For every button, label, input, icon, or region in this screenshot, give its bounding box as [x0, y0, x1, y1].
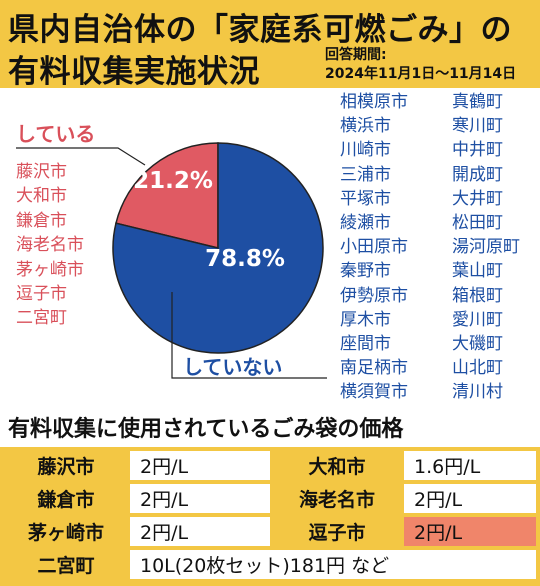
no-annotation-label: していない: [183, 355, 283, 379]
no-municipality: 三浦市: [340, 164, 391, 185]
no-municipality: 寒川町: [452, 116, 503, 137]
no-municipality: 松田町: [452, 213, 503, 234]
no-municipality: 伊勢原市: [340, 285, 408, 306]
no-municipality-list-2: 真鶴町 寒川町 中井町 開成町 大井町 松田町 湯河原町 葉山町 箱根町 愛川町…: [452, 90, 520, 405]
yes-municipality-list: 藤沢市 大和市 鎌倉市 海老名市 茅ヶ崎市 逗子市 二宮町: [16, 160, 84, 331]
no-municipality: 中井町: [452, 140, 503, 161]
price-city: 鎌倉市: [37, 489, 95, 511]
no-municipality: 箱根町: [452, 285, 503, 306]
yes-municipality: 海老名市: [16, 235, 84, 256]
no-municipality: 座間市: [340, 334, 391, 355]
price-table-title: 有料収集に使用されているごみ袋の価格: [8, 417, 404, 442]
price-value: 2円/L: [404, 484, 536, 513]
no-municipality: 山北町: [452, 358, 503, 379]
price-value-wide: 10L(20枚セット)181円 など: [130, 550, 536, 579]
no-municipality: 綾瀬市: [340, 213, 391, 234]
no-municipality: 大磯町: [452, 334, 503, 355]
no-municipality-list-1: 相模原市 横浜市 川崎市 三浦市 平塚市 綾瀬市 小田原市 秦野市 伊勢原市 厚…: [340, 90, 408, 405]
yes-municipality: 大和市: [16, 186, 67, 207]
price-city: 逗子市: [308, 522, 366, 544]
price-city: 大和市: [308, 456, 366, 478]
no-municipality: 大井町: [452, 188, 503, 209]
no-municipality: 清川村: [452, 382, 503, 403]
price-value: 2円/L: [130, 451, 270, 480]
no-municipality: 相模原市: [340, 92, 408, 112]
price-table: 藤沢市 2円/L 大和市 1.6円/L 鎌倉市 2円/L 海老名市 2円/L 茅…: [0, 447, 540, 586]
no-municipality: 葉山町: [452, 261, 503, 282]
pie-slice-no: [112, 142, 324, 354]
yes-municipality: 逗子市: [16, 284, 67, 305]
no-municipality: 開成町: [452, 164, 503, 185]
price-city: 藤沢市: [37, 456, 95, 478]
yes-annotation-label: している: [16, 122, 96, 146]
no-municipality: 愛川町: [452, 309, 503, 330]
period-range: 2024年11月1日〜11月14日: [325, 66, 517, 82]
price-city: 海老名市: [298, 489, 375, 511]
no-municipality: 真鶴町: [452, 92, 503, 112]
no-municipality: 厚木市: [340, 309, 391, 330]
no-leader-line: [171, 292, 327, 379]
price-value-highlighted: 2円/L: [404, 517, 536, 546]
no-municipality: 湯河原町: [452, 237, 520, 258]
no-municipality: 平塚市: [340, 188, 391, 209]
no-municipality: 川崎市: [340, 140, 391, 161]
no-municipality: 小田原市: [340, 237, 408, 258]
price-city: 二宮町: [37, 555, 95, 577]
pie-label-yes: 21.2%: [133, 168, 213, 194]
period-label: 回答期間:: [325, 47, 387, 63]
header-banner: 県内自治体の「家庭系可燃ごみ」の 有料収集実施状況 回答期間: 2024年11月…: [0, 0, 540, 90]
price-value: 1.6円/L: [404, 451, 536, 480]
pie-label-no: 78.8%: [205, 246, 285, 272]
no-municipality: 秦野市: [340, 261, 391, 282]
title-line-1: 県内自治体の「家庭系可燃ごみ」の: [8, 12, 512, 48]
no-municipality: 南足柄市: [340, 358, 408, 379]
title-line-2: 有料収集実施状況: [8, 54, 260, 90]
pie-slice-yes: [115, 142, 219, 249]
yes-municipality: 鎌倉市: [16, 210, 67, 231]
yes-municipality: 藤沢市: [16, 162, 67, 182]
price-value: 2円/L: [130, 484, 270, 513]
price-city: 茅ヶ崎市: [27, 522, 104, 544]
no-municipality: 横浜市: [340, 116, 391, 137]
no-municipality: 横須賀市: [340, 382, 408, 403]
yes-leader-line: [16, 147, 146, 166]
price-value: 2円/L: [130, 517, 270, 546]
pie-chart: 21.2% 78.8%: [16, 142, 327, 379]
yes-municipality: 茅ヶ崎市: [16, 259, 84, 280]
yes-municipality: 二宮町: [16, 308, 67, 329]
